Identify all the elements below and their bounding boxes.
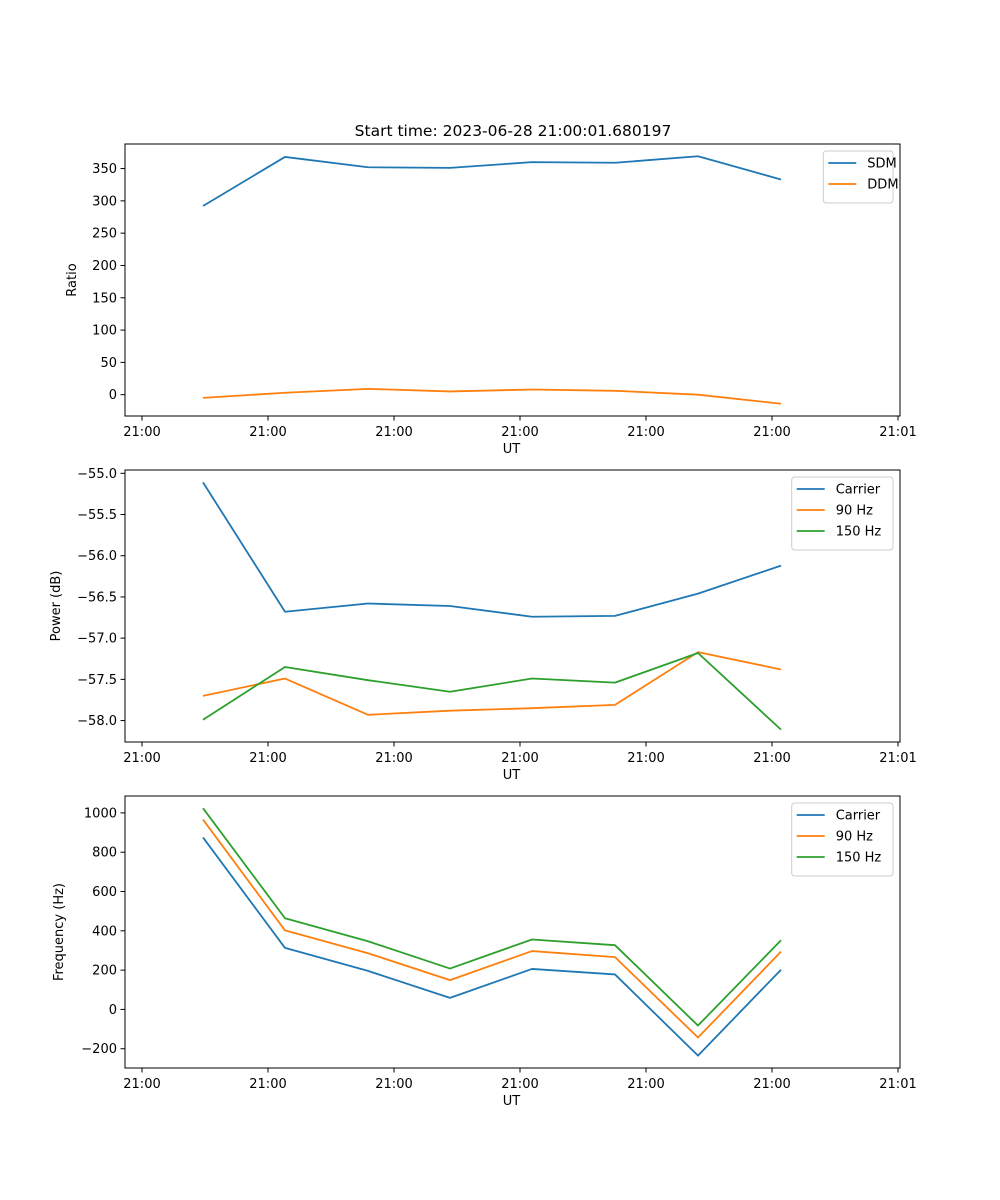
legend-box	[822, 150, 894, 204]
x-tick-label: 21:00	[249, 751, 286, 766]
y-tick-label: 0	[109, 1003, 117, 1018]
x-tick-label: 21:01	[879, 751, 916, 766]
legend-entry: 90 Hz	[836, 504, 873, 519]
x-tick-label: 21:00	[753, 1077, 790, 1092]
x-tick-label: 21:00	[123, 751, 160, 766]
y-tick-label: 200	[92, 259, 117, 274]
y-tick-label: 150	[92, 291, 117, 306]
legend-entry: SDM	[867, 157, 896, 172]
legend-entry: 90 Hz	[836, 830, 873, 845]
legend-entry: Carrier	[836, 809, 881, 824]
y-tick-label: 800	[92, 846, 117, 861]
x-tick-label: 21:00	[753, 425, 790, 440]
series-line-sdm	[202, 155, 782, 207]
y-tick-label: −57.5	[77, 673, 117, 688]
y-tick-label: 600	[92, 885, 117, 900]
x-tick-label: 21:00	[249, 425, 286, 440]
x-axis-label: UT	[503, 768, 521, 783]
series-line-150-hz	[202, 652, 782, 731]
x-tick-label: 21:00	[375, 1077, 412, 1092]
figure-title: Start time: 2023-06-28 21:00:01.680197	[355, 122, 672, 140]
legend-entry: DDM	[867, 178, 898, 193]
y-tick-label: 100	[92, 324, 117, 339]
x-tick-label: 21:00	[753, 751, 790, 766]
series-line-90-hz	[202, 819, 782, 1039]
legend: Carrier 90 Hz 150 Hz	[791, 802, 894, 877]
series-line-carrier	[202, 481, 782, 618]
chart-panel-2: 21:00 21:00 21:00 21:00 21:00 21:00 21:01 −58.0…	[49, 467, 917, 783]
legend-entry: Carrier	[836, 483, 881, 498]
y-tick-label: 300	[92, 194, 117, 209]
y-tick-label: 1000	[84, 806, 117, 821]
series-line-carrier	[202, 836, 782, 1057]
chart-panel-3: 21:00 21:00 21:00 21:00 21:00 21:00 21:01 −200 0…	[52, 795, 917, 1109]
series-line-ddm	[202, 387, 782, 405]
x-tick-label: 21:00	[249, 1077, 286, 1092]
x-tick-label: 21:00	[627, 425, 664, 440]
x-tick-label: 21:00	[123, 1077, 160, 1092]
y-tick-label: −55.0	[77, 467, 117, 482]
x-tick-label: 21:00	[627, 751, 664, 766]
axes-frame	[124, 143, 901, 417]
legend: SDM DDM	[822, 150, 899, 204]
x-tick-label: 21:01	[879, 1077, 916, 1092]
y-tick-label: 0	[109, 388, 117, 403]
x-tick-label: 21:00	[501, 751, 538, 766]
y-tick-label: 350	[92, 162, 117, 177]
x-axis-label: UT	[503, 442, 521, 457]
y-axis-label: Frequency (Hz)	[52, 883, 67, 981]
x-tick-label: 21:01	[879, 425, 916, 440]
chart-panels: 21:00 21:00 21:00 21:00 21:00 21:00 21:01 0 50 10…	[49, 143, 917, 1109]
x-tick-label: 21:00	[375, 425, 412, 440]
y-tick-label: −56.5	[77, 590, 117, 605]
y-tick-label: −55.5	[77, 508, 117, 523]
y-tick-label: 200	[92, 964, 117, 979]
legend-entry: 150 Hz	[836, 851, 882, 866]
y-tick-label: 400	[92, 924, 117, 939]
x-tick-label: 21:00	[501, 425, 538, 440]
x-tick-label: 21:00	[627, 1077, 664, 1092]
y-tick-label: −200	[81, 1042, 117, 1057]
x-tick-label: 21:00	[501, 1077, 538, 1092]
y-axis-label: Ratio	[65, 263, 80, 296]
legend: Carrier 90 Hz 150 Hz	[791, 476, 894, 551]
y-tick-label: −57.0	[77, 632, 117, 647]
y-tick-label: −58.0	[77, 714, 117, 729]
x-tick-label: 21:00	[123, 425, 160, 440]
x-axis-label: UT	[503, 1094, 521, 1109]
series-line-150-hz	[202, 807, 782, 1027]
y-axis-label: Power (dB)	[49, 571, 64, 642]
series-line-90-hz	[202, 651, 782, 716]
y-tick-label: 250	[92, 227, 117, 242]
x-tick-label: 21:00	[375, 751, 412, 766]
axes-frame	[124, 795, 901, 1069]
chart-panel-1: 21:00 21:00 21:00 21:00 21:00 21:00 21:01 0 50 10…	[65, 143, 917, 457]
legend-entry: 150 Hz	[836, 525, 882, 540]
y-tick-label: 50	[100, 356, 117, 371]
axes-frame	[124, 469, 901, 743]
y-tick-label: −56.0	[77, 549, 117, 564]
